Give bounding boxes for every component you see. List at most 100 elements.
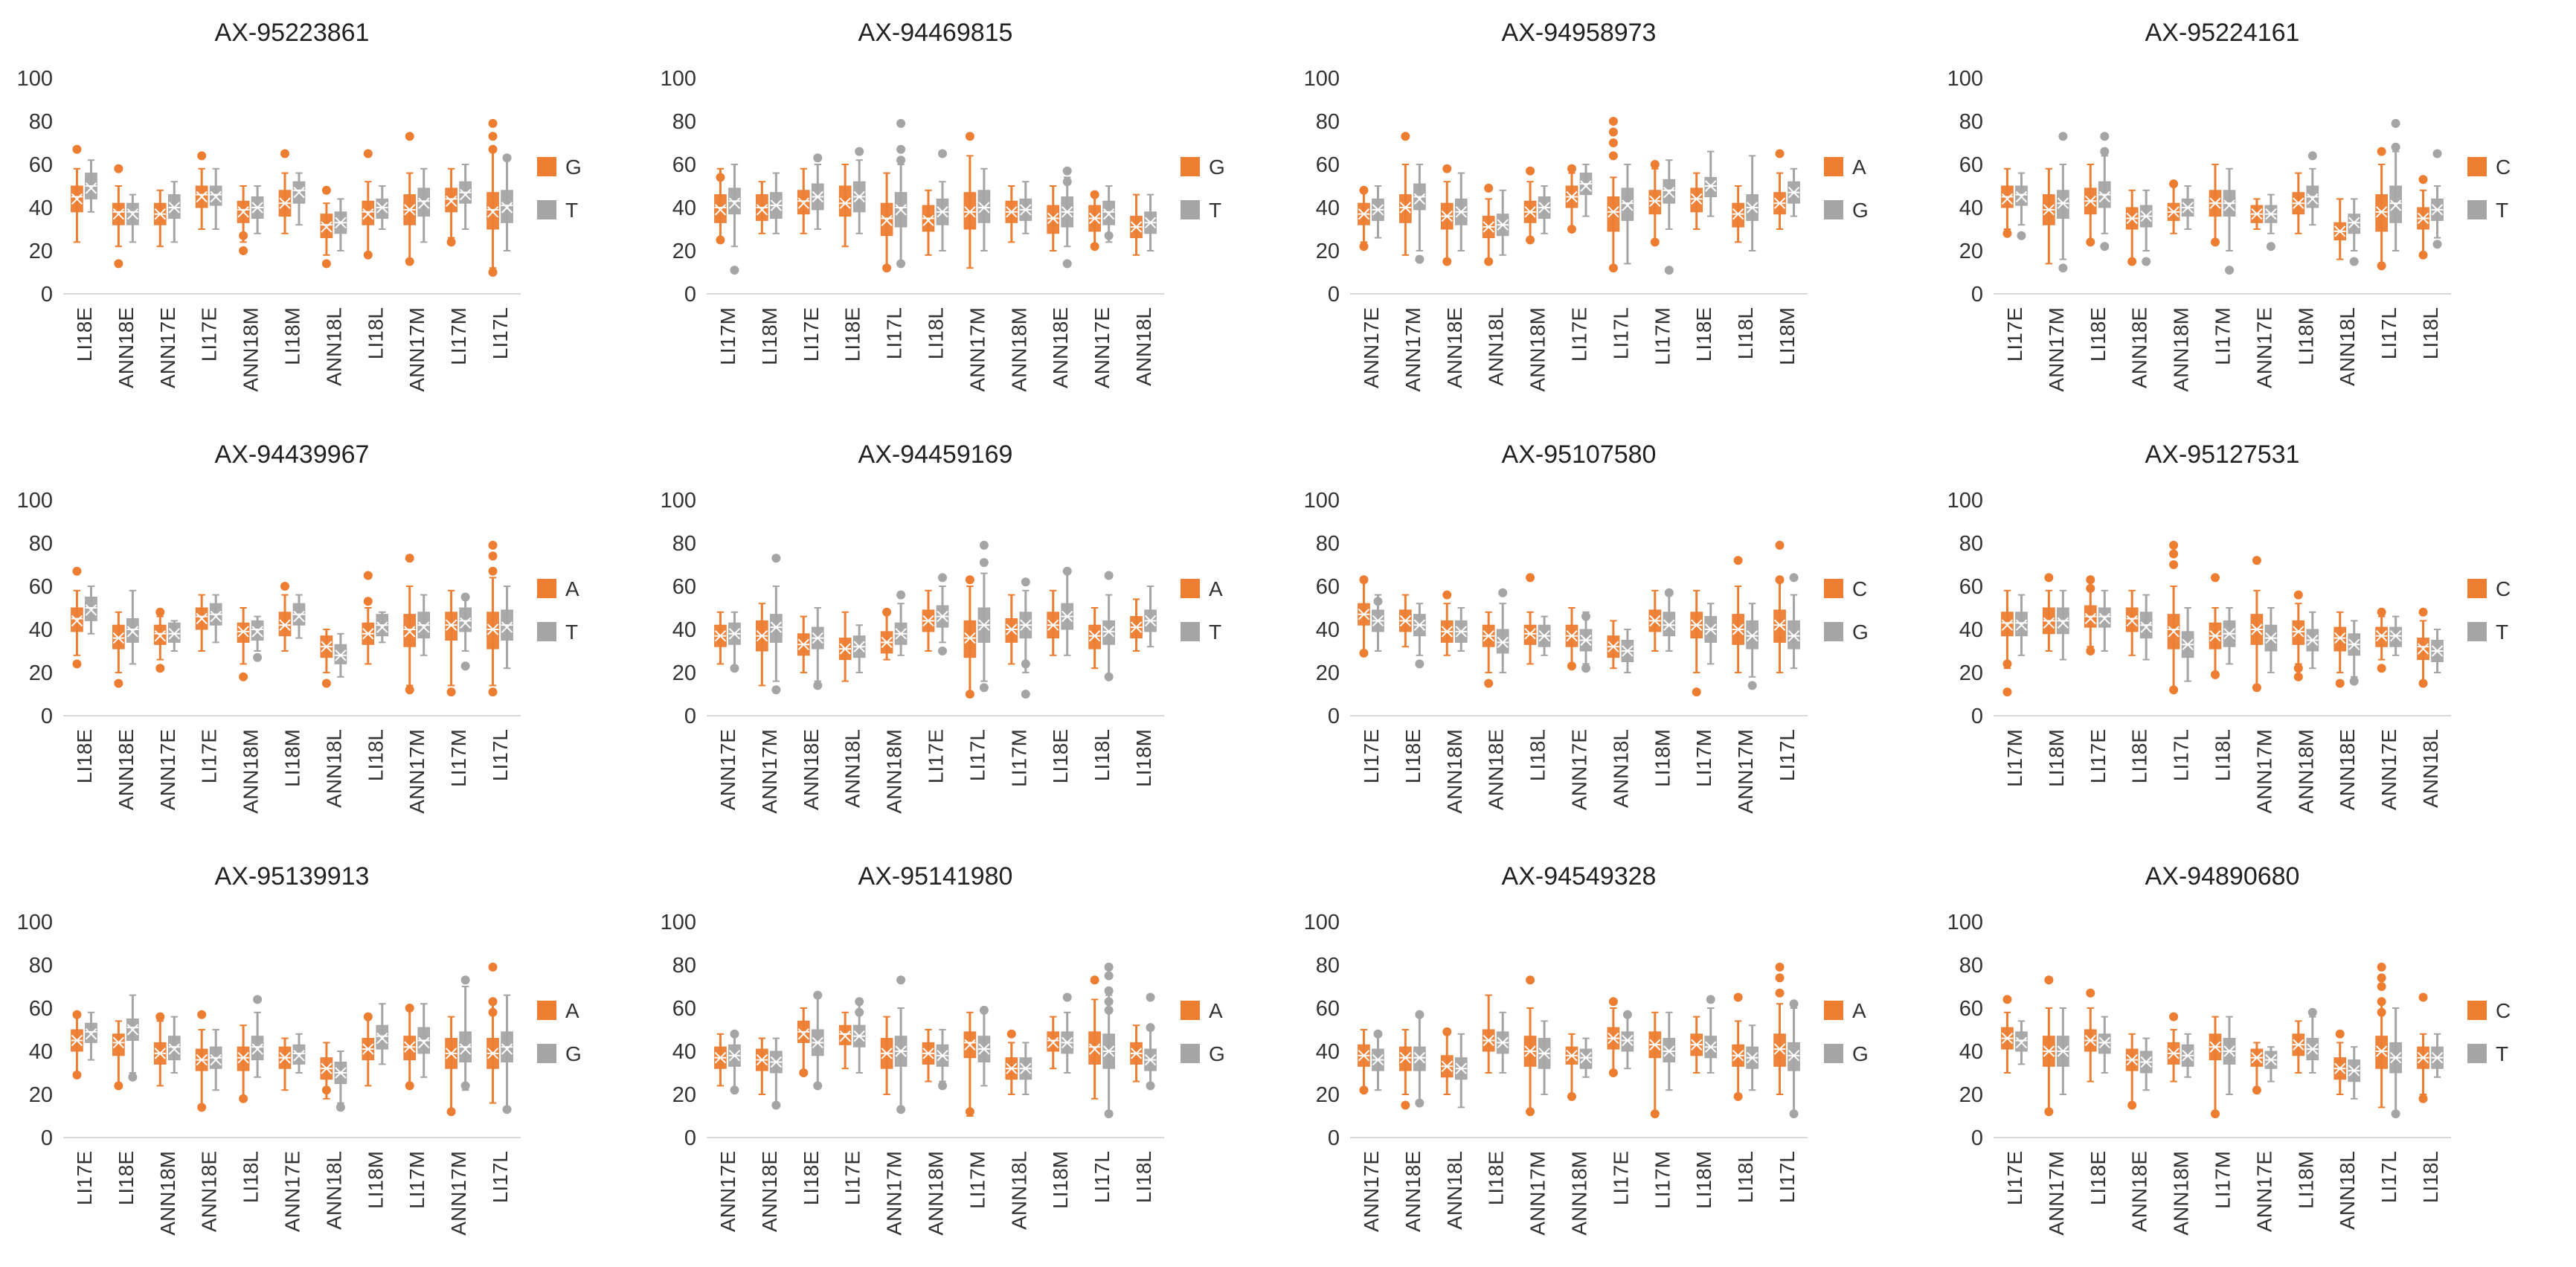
outlier-point	[965, 690, 974, 699]
mean-marker	[714, 204, 727, 216]
box	[1773, 609, 1786, 643]
mean-marker	[1524, 628, 1536, 640]
box-plot: AX-94549328 0 20 40 60 80 100 ANN17E ANN18E ANN18…	[1304, 862, 1869, 1236]
box	[770, 614, 783, 643]
series-1	[1372, 995, 1800, 1119]
box	[2375, 626, 2388, 647]
outlier-point	[446, 687, 456, 697]
box	[85, 1022, 97, 1043]
mean-marker	[1372, 615, 1384, 627]
outlier-point	[2432, 149, 2442, 158]
x-tick-label: ANN17E	[1091, 307, 1114, 388]
y-tick-label: 0	[1971, 1126, 1983, 1150]
outlier-point	[72, 144, 82, 154]
x-tick-label: LI17E	[73, 1151, 96, 1205]
legend-label: T	[565, 620, 578, 644]
box	[1690, 187, 1703, 213]
mean-marker	[2417, 212, 2429, 225]
mean-marker	[362, 208, 374, 220]
mean-marker	[2140, 210, 2152, 222]
y-tick-label: 60	[1959, 997, 1983, 1021]
outlier-point	[1401, 1100, 1410, 1110]
x-tick-label: ANN18E	[1485, 729, 1508, 810]
outlier-point	[2086, 647, 2095, 655]
x-tick-label: ANN18M	[2294, 729, 2317, 814]
outlier-point	[1484, 679, 1494, 688]
x-tick-label: ANN18M	[2170, 307, 2193, 392]
mean-marker	[1663, 1045, 1675, 1057]
mean-marker	[196, 612, 208, 625]
x-tick-label: ANN18M	[883, 729, 906, 814]
box	[1663, 1038, 1676, 1063]
x-tick-label: LI18E	[2087, 307, 2110, 362]
outlier-point	[1775, 962, 1785, 972]
mean-marker	[1538, 1048, 1550, 1059]
legend-swatch	[1181, 1044, 1200, 1063]
box	[2292, 620, 2305, 645]
legend-swatch	[1181, 1001, 1200, 1020]
outlier-point	[2100, 132, 2110, 141]
x-tick-label: ANN18E	[758, 1151, 781, 1232]
box	[2389, 626, 2402, 647]
mean-marker	[210, 610, 222, 623]
x-tick-label: LI18M	[281, 307, 304, 365]
mean-marker	[1524, 1045, 1536, 1057]
x-tick-label: LI18E	[73, 307, 96, 362]
mean-marker	[1483, 629, 1494, 642]
x-tick-label: ANN18M	[925, 1151, 948, 1236]
mean-marker	[1622, 645, 1634, 657]
box	[838, 1024, 852, 1045]
outlier-point	[363, 149, 373, 158]
mean-marker	[486, 206, 499, 218]
mean-marker	[1746, 1051, 1758, 1064]
mean-marker	[1622, 199, 1634, 211]
outlier-point	[771, 554, 781, 563]
outlier-point	[321, 185, 331, 195]
outlier-point	[2086, 988, 2095, 998]
outlier-point	[1062, 992, 1072, 1002]
y-tick-label: 60	[1316, 997, 1340, 1021]
outlier-point	[1104, 1005, 1114, 1015]
outlier-point	[405, 1004, 414, 1013]
outlier-point	[1484, 183, 1494, 193]
x-tick-label: LI18E	[1485, 1151, 1508, 1205]
x-tick-label: LI17L	[489, 729, 512, 781]
mean-marker	[1358, 208, 1370, 220]
mean-marker	[1102, 208, 1115, 220]
mean-marker	[1773, 1043, 1786, 1055]
outlier-point	[460, 975, 470, 985]
x-tick-label: ANN17E	[716, 729, 739, 810]
mean-marker	[853, 190, 865, 203]
chart-panel: AX-94459169 0 20 40 60 80 100 ANN17E ANN17M ANN18…	[643, 422, 1276, 824]
mean-marker	[978, 1043, 990, 1055]
legend-label: G	[1209, 1042, 1225, 1065]
x-tick-label: LI18E	[800, 1151, 823, 1205]
x-tick-label: ANN17M	[2045, 1151, 2068, 1236]
x-tick-label: LI17L	[2377, 307, 2400, 359]
y-tick-label: 100	[1304, 911, 1340, 934]
mean-marker	[2140, 621, 2152, 633]
x-tick-label: ANN18L	[1609, 729, 1632, 808]
box	[278, 612, 292, 637]
box	[1047, 205, 1060, 234]
box	[1788, 1042, 1800, 1071]
mean-marker	[1732, 1050, 1744, 1062]
y-tick-label: 0	[1328, 705, 1340, 728]
y-tick-label: 60	[29, 997, 53, 1021]
mean-marker	[1088, 629, 1101, 642]
mean-marker	[2307, 193, 2319, 205]
x-tick-label: ANN17E	[1360, 1151, 1383, 1232]
mean-marker	[210, 190, 222, 203]
outlier-point	[1146, 992, 1155, 1002]
outlier-point	[1664, 266, 1674, 275]
outlier-point	[1664, 588, 1674, 597]
y-tick-label: 20	[29, 661, 53, 685]
mean-marker	[2168, 626, 2180, 638]
y-tick-label: 100	[17, 911, 53, 934]
mean-marker	[1622, 1034, 1634, 1047]
outlier-point	[1581, 664, 1591, 673]
outlier-point	[155, 1012, 165, 1021]
mean-marker	[1102, 1045, 1115, 1057]
outlier-point	[1062, 566, 1072, 576]
y-tick-label: 20	[1959, 1083, 1983, 1107]
